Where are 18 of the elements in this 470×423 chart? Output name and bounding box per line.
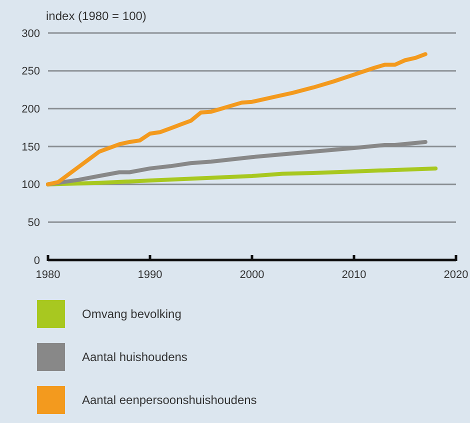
legend-label: Aantal huishoudens [82, 350, 188, 364]
y-tick-label: 150 [22, 141, 40, 154]
line-series [46, 52, 428, 186]
x-tick-label: 1990 [138, 269, 162, 281]
legend-label: Aantal eenpersoonshuishoudens [82, 393, 257, 408]
x-tick-label: 2000 [240, 269, 264, 281]
line-series [46, 166, 438, 186]
legend-label: Omvang bevolking [82, 307, 182, 322]
y-tick-label: 300 [22, 28, 40, 40]
y-axis-title: index (1980 = 100) [46, 9, 146, 23]
x-tick-label: 1980 [36, 269, 60, 281]
x-tick-label: 2010 [342, 269, 366, 281]
y-tick-label: 100 [22, 179, 40, 192]
y-tick-label: 200 [22, 104, 40, 116]
y-tick-label: 0 [34, 254, 40, 267]
y-tick-label: 50 [28, 217, 40, 230]
x-tick-label: 2020 [444, 269, 468, 281]
y-tick-label: 250 [22, 66, 40, 78]
